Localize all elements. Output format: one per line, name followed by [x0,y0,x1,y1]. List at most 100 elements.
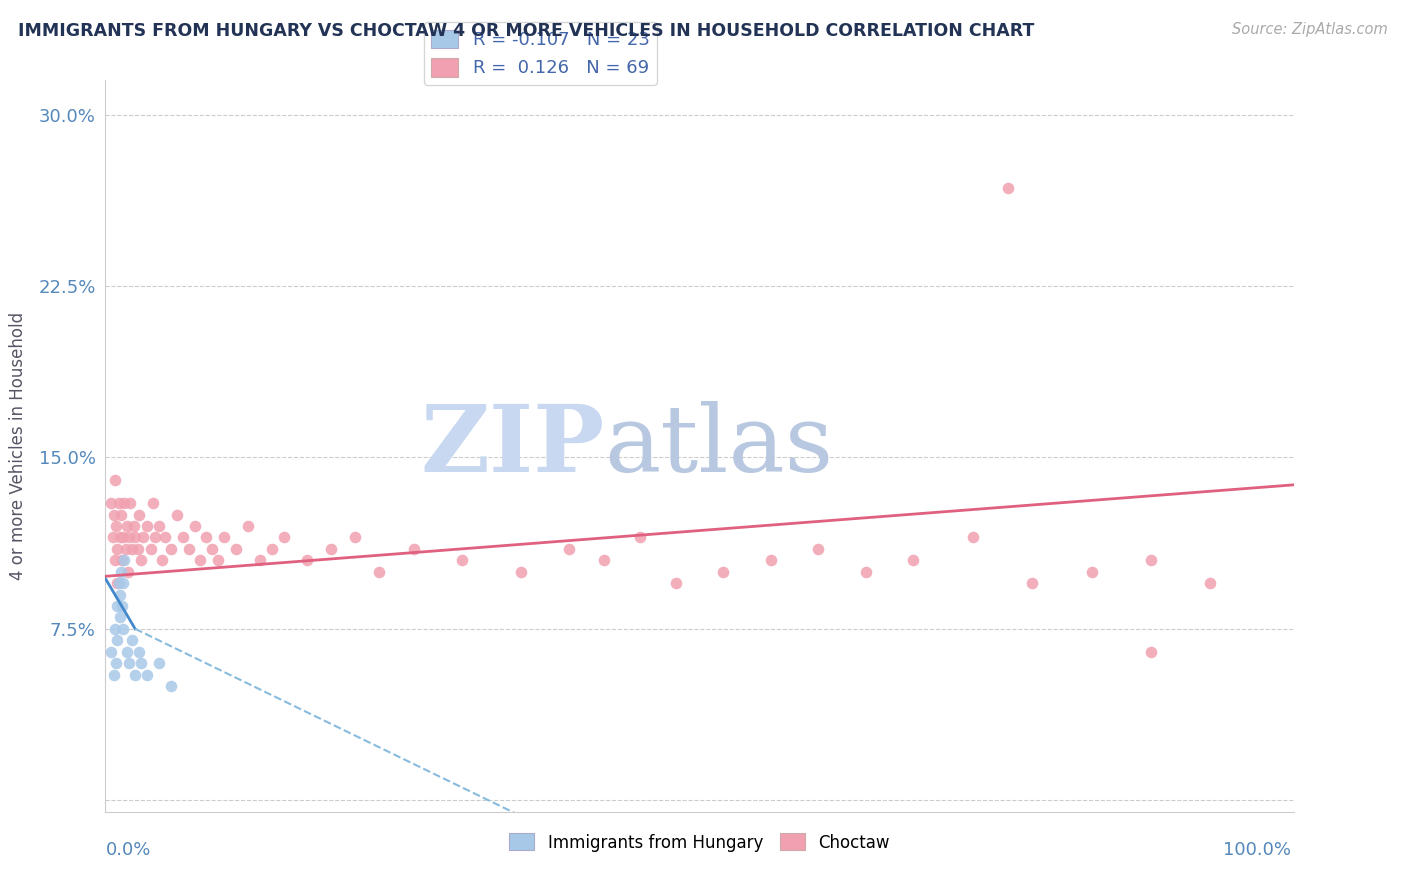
Point [1080,565,1102,579]
Point [159,679,181,693]
Text: 100.0%: 100.0% [1223,841,1291,859]
Point [121,633,143,648]
Point [122,519,145,533]
Point [183,519,205,533]
Point [120,496,142,510]
Text: ZIP: ZIP [420,401,605,491]
Point [105,599,128,613]
Point [510,565,533,579]
Point [129,553,152,567]
Point [112,530,135,544]
Point [214,530,236,544]
Point [111,553,134,567]
Point [260,541,283,556]
Point [142,496,165,510]
Point [107,576,129,591]
Point [321,541,343,556]
Point [249,553,271,567]
Point [136,667,159,681]
Point [105,656,128,670]
Point [148,656,170,670]
Text: atlas: atlas [605,401,834,491]
Point [108,610,131,624]
Point [112,622,135,636]
Point [207,553,229,567]
Point [107,496,129,510]
Point [103,508,125,522]
Point [124,530,146,544]
Point [129,656,152,670]
Point [152,553,174,567]
Point [628,530,651,544]
Point [101,530,124,544]
Point [115,645,138,659]
Text: Source: ZipAtlas.com: Source: ZipAtlas.com [1232,22,1388,37]
Point [195,530,218,544]
Point [759,553,782,567]
Point [807,541,830,556]
Point [108,588,131,602]
Point [148,519,170,533]
Point [139,541,162,556]
Text: 0.0%: 0.0% [105,841,150,859]
Point [593,553,616,567]
Point [962,530,984,544]
Point [711,565,734,579]
Point [103,667,125,681]
Point [143,530,166,544]
Point [450,553,472,567]
Point [112,576,135,591]
Point [100,496,122,510]
Point [118,530,141,544]
Point [201,541,224,556]
Point [105,519,128,533]
Point [110,565,132,579]
Point [177,541,200,556]
Point [159,541,181,556]
Point [128,645,150,659]
Point [297,553,319,567]
Point [127,541,149,556]
Point [236,519,259,533]
Point [153,530,176,544]
Point [108,530,131,544]
Point [115,519,138,533]
Point [124,667,146,681]
Point [855,565,877,579]
Point [136,519,159,533]
Point [190,553,212,567]
Point [558,541,581,556]
Point [100,645,122,659]
Point [225,541,247,556]
Point [1199,576,1222,591]
Point [104,473,127,487]
Point [105,541,128,556]
Point [166,508,188,522]
Point [114,541,136,556]
Point [665,576,688,591]
Point [997,180,1019,194]
Point [105,633,128,648]
Point [111,599,134,613]
Point [273,530,295,544]
Point [903,553,925,567]
Point [114,553,136,567]
Point [1140,645,1163,659]
Point [114,496,136,510]
Point [104,553,127,567]
Point [104,622,127,636]
Point [343,530,366,544]
Point [128,508,150,522]
Point [1021,576,1043,591]
Text: IMMIGRANTS FROM HUNGARY VS CHOCTAW 4 OR MORE VEHICLES IN HOUSEHOLD CORRELATION C: IMMIGRANTS FROM HUNGARY VS CHOCTAW 4 OR … [18,22,1035,40]
Point [1140,553,1163,567]
Point [110,508,132,522]
Point [105,576,128,591]
Point [404,541,426,556]
Point [367,565,389,579]
Point [118,656,141,670]
Legend: Immigrants from Hungary, Choctaw: Immigrants from Hungary, Choctaw [503,827,896,858]
Point [132,530,155,544]
Point [121,541,143,556]
Point [172,530,194,544]
